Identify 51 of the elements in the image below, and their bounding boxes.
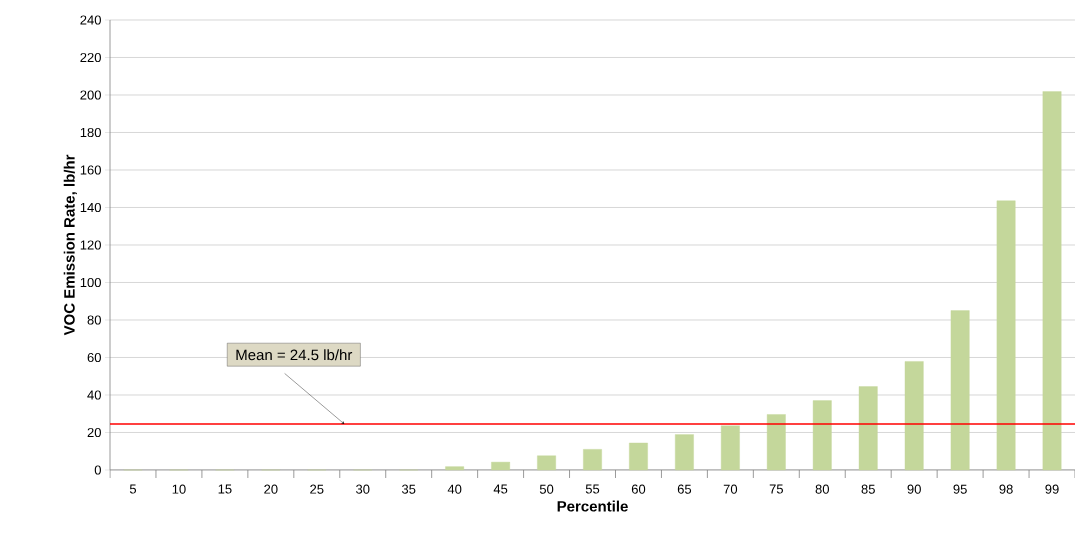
bar (766, 414, 786, 471)
ref-line-label: Mean = 24.5 lb/hr (236, 349, 353, 361)
x-tick-label: 90 (907, 484, 921, 494)
x-tick-label: 50 (539, 484, 554, 494)
y-tick-label: 20 (87, 427, 101, 438)
x-tick-label: 20 (264, 484, 278, 494)
y-axis-title: VOC Emission Rate, lb/hr (63, 154, 77, 336)
y-tick-label: 0 (94, 465, 101, 475)
x-tick-label: 85 (861, 484, 875, 494)
x-tick-label: 25 (310, 484, 324, 494)
x-tick-label: 75 (769, 484, 783, 494)
y-tick-label: 80 (87, 315, 101, 325)
x-tick-label: 70 (723, 484, 738, 494)
bar (720, 425, 740, 471)
x-tick-label: 40 (447, 484, 462, 494)
bar (491, 461, 510, 471)
bar (950, 310, 970, 471)
y-tick-label: 120 (80, 240, 101, 250)
bar (904, 361, 924, 471)
x-tick-label: 98 (999, 484, 1013, 494)
y-tick-label: 160 (80, 165, 101, 175)
x-tick-label: 55 (585, 484, 600, 494)
bar (812, 400, 832, 471)
y-tick-label: 240 (80, 15, 101, 25)
y-tick-label: 220 (80, 52, 101, 63)
bar (675, 434, 694, 471)
bar (445, 466, 465, 471)
y-tick-label: 140 (80, 202, 101, 213)
x-tick-label: 99 (1045, 484, 1059, 494)
x-tick-label: 35 (401, 484, 416, 494)
bar (583, 449, 602, 471)
y-tick-label: 200 (80, 90, 101, 100)
bar (858, 386, 878, 471)
y-tick-label: 60 (87, 352, 101, 363)
y-tick-label: 100 (80, 277, 101, 288)
bar (537, 455, 556, 471)
x-tick-label: 95 (953, 484, 967, 494)
y-tick-label: 180 (80, 127, 101, 138)
x-tick-label: 65 (677, 484, 692, 494)
x-tick-label: 45 (493, 484, 508, 494)
x-tick-label: 80 (815, 484, 829, 494)
x-axis-title: Percentile (557, 500, 628, 512)
x-tick-label: 5 (129, 484, 137, 494)
x-tick-label: 15 (218, 484, 232, 494)
x-tick-label: 60 (631, 484, 646, 494)
bar (629, 442, 648, 471)
bar (996, 200, 1016, 471)
x-tick-label: 10 (172, 484, 186, 494)
y-tick-label: 40 (87, 390, 101, 400)
x-tick-label: 30 (356, 484, 370, 494)
bar (1042, 91, 1062, 471)
